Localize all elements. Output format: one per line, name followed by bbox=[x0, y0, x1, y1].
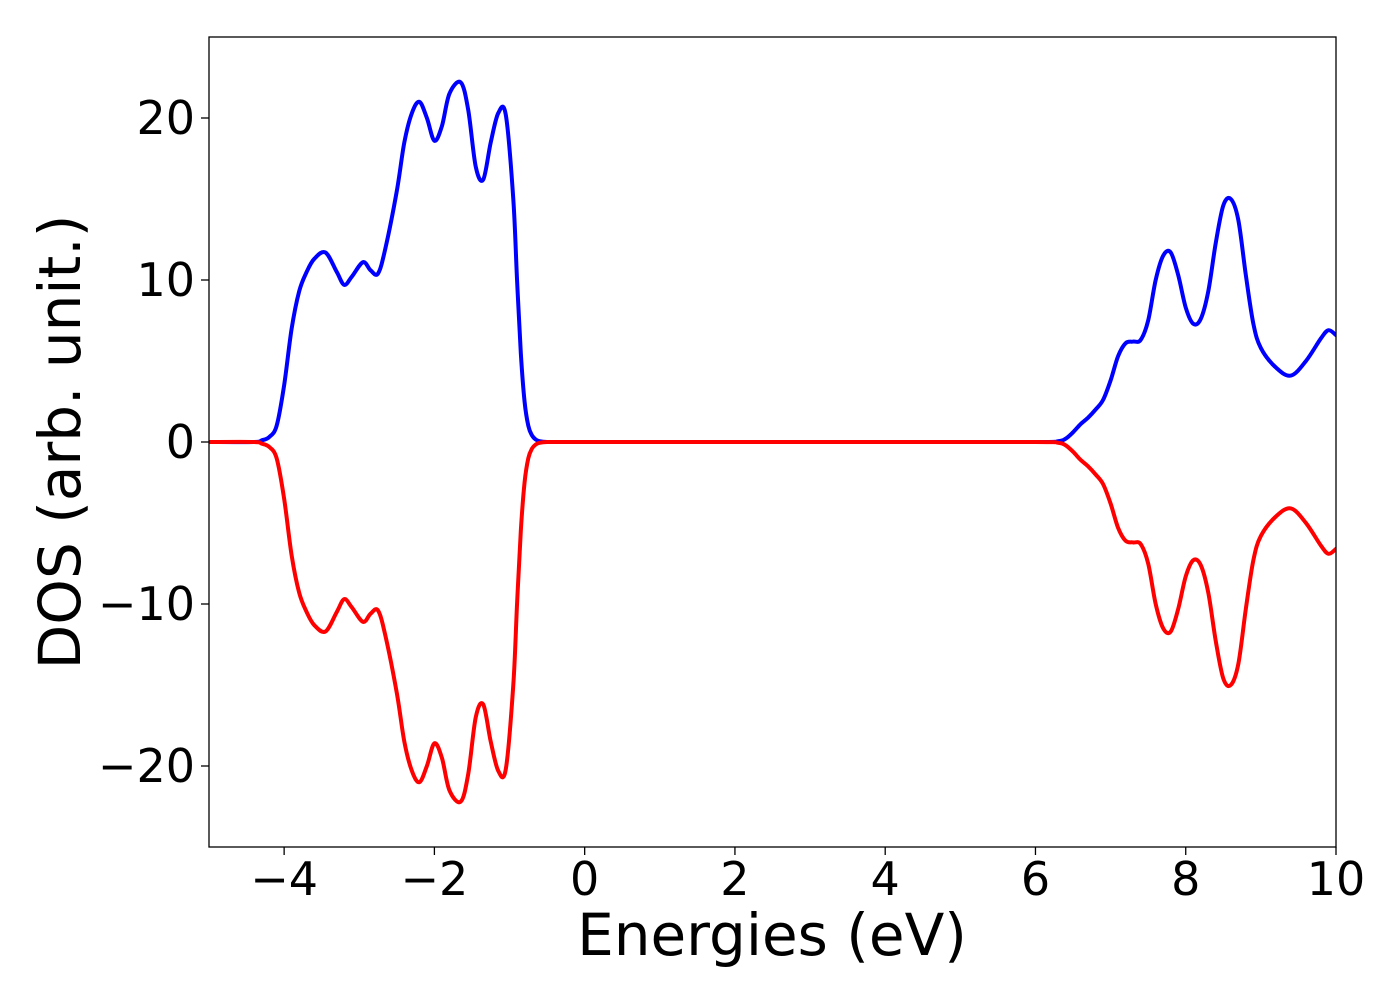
series-line-2 bbox=[209, 439, 1336, 805]
x-tick-label: 10 bbox=[1307, 852, 1366, 906]
x-tick-label: 0 bbox=[570, 852, 599, 906]
y-tick-label: −10 bbox=[98, 577, 195, 631]
y-tick-label: 0 bbox=[166, 415, 195, 469]
x-tick-label: 8 bbox=[1171, 852, 1200, 906]
x-axis-label: Energies (eV) bbox=[577, 901, 967, 969]
y-axis-label: DOS (arb. unit.) bbox=[26, 215, 94, 670]
x-tick-label: −4 bbox=[250, 852, 318, 906]
x-tick-label: 4 bbox=[871, 852, 900, 906]
series-line-1 bbox=[209, 79, 1336, 445]
y-tick-label: −20 bbox=[98, 739, 195, 793]
y-axis-ticks: −20 −10 0 10 20 bbox=[98, 91, 209, 793]
y-tick-label: 10 bbox=[136, 253, 195, 307]
x-axis-ticks: −4 −2 0 2 4 6 8 10 bbox=[250, 847, 1365, 906]
x-tick-label: 6 bbox=[1021, 852, 1050, 906]
series-layer bbox=[209, 79, 1336, 805]
x-tick-label: −2 bbox=[400, 852, 468, 906]
y-tick-label: 20 bbox=[136, 91, 195, 145]
x-tick-label: 2 bbox=[720, 852, 749, 906]
